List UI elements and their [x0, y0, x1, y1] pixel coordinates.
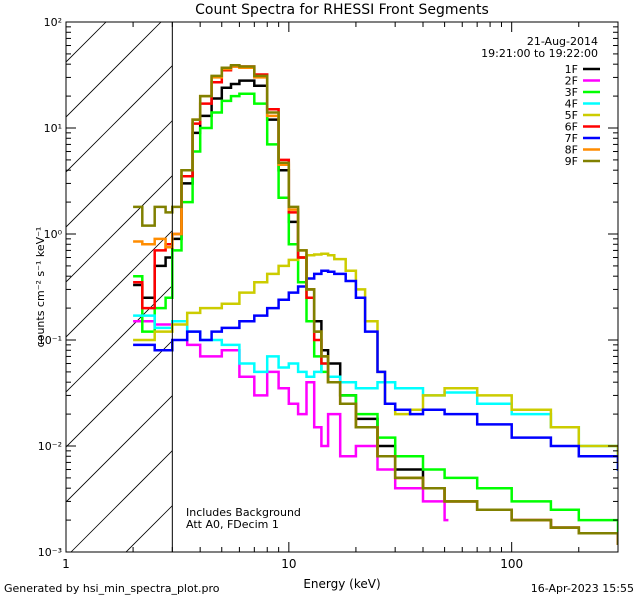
legend: 21-Aug-2014 19:21:00 to 19:22:00 1F2F3F4… — [481, 35, 600, 168]
footer-timestamp: 16-Apr-2023 15:55 — [530, 582, 634, 595]
x-tick-label: 10 — [281, 557, 296, 571]
y-tick-label: 10¹ — [44, 122, 62, 135]
y-tick-label: 10⁻³ — [38, 546, 62, 559]
hatch-line — [66, 22, 162, 118]
annotation-background: Includes Background — [186, 506, 301, 519]
legend-label-1F: 1F — [565, 63, 578, 76]
legend-date: 21-Aug-2014 — [527, 35, 598, 48]
series-2F-line — [133, 320, 449, 522]
x-tick-label: 1 — [62, 557, 70, 571]
legend-label-4F: 4F — [565, 98, 578, 111]
x-tick-label: 100 — [500, 557, 523, 571]
legend-label-2F: 2F — [565, 75, 578, 88]
y-tick-label: 10⁻¹ — [38, 334, 62, 347]
legend-time-range: 19:21:00 to 19:22:00 — [481, 47, 598, 60]
series-5F-line — [133, 252, 618, 464]
legend-label-7F: 7F — [565, 132, 578, 145]
series-7F-line — [133, 269, 618, 471]
y-tick-label: 10⁰ — [44, 228, 63, 241]
axes-layer: 1 10 100 10⁻³ 10⁻² 10⁻¹ 10⁰ 10¹ 10² — [38, 16, 619, 571]
y-axis-label-group: counts cm⁻² s⁻¹ keV⁻¹ — [34, 227, 47, 348]
footer-generated-by: Generated by hsi_min_spectra_plot.pro — [4, 582, 220, 595]
chart-title: Count Spectra for RHESSI Front Segments — [195, 2, 489, 18]
legend-label-9F: 9F — [565, 155, 578, 168]
y-tick-label: 10² — [44, 16, 62, 29]
hatch-line — [0, 0, 66, 552]
legend-label-6F: 6F — [565, 121, 578, 134]
hatched-region — [0, 0, 640, 552]
series-9F-line — [133, 64, 618, 545]
series-4F-line — [133, 314, 618, 471]
hatch-line — [0, 0, 121, 552]
series-layer — [133, 64, 618, 545]
y-axis-label: counts cm⁻² s⁻¹ keV⁻¹ — [34, 227, 47, 348]
hatch-line — [66, 22, 107, 63]
legend-label-3F: 3F — [565, 86, 578, 99]
annotation-attenuator: Att A0, FDecim 1 — [186, 518, 279, 531]
legend-label-5F: 5F — [565, 109, 578, 122]
plot-frame — [65, 21, 619, 553]
y-tick-label: 10⁻² — [38, 440, 62, 453]
x-axis-label: Energy (keV) — [303, 577, 380, 591]
series-3F-line — [133, 92, 618, 535]
hatch-line — [621, 0, 640, 552]
legend-label-8F: 8F — [565, 144, 578, 157]
